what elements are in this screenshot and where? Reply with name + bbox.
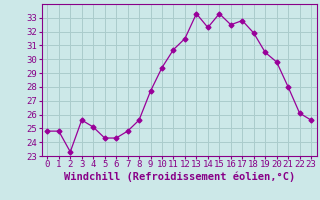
X-axis label: Windchill (Refroidissement éolien,°C): Windchill (Refroidissement éolien,°C) <box>64 172 295 182</box>
